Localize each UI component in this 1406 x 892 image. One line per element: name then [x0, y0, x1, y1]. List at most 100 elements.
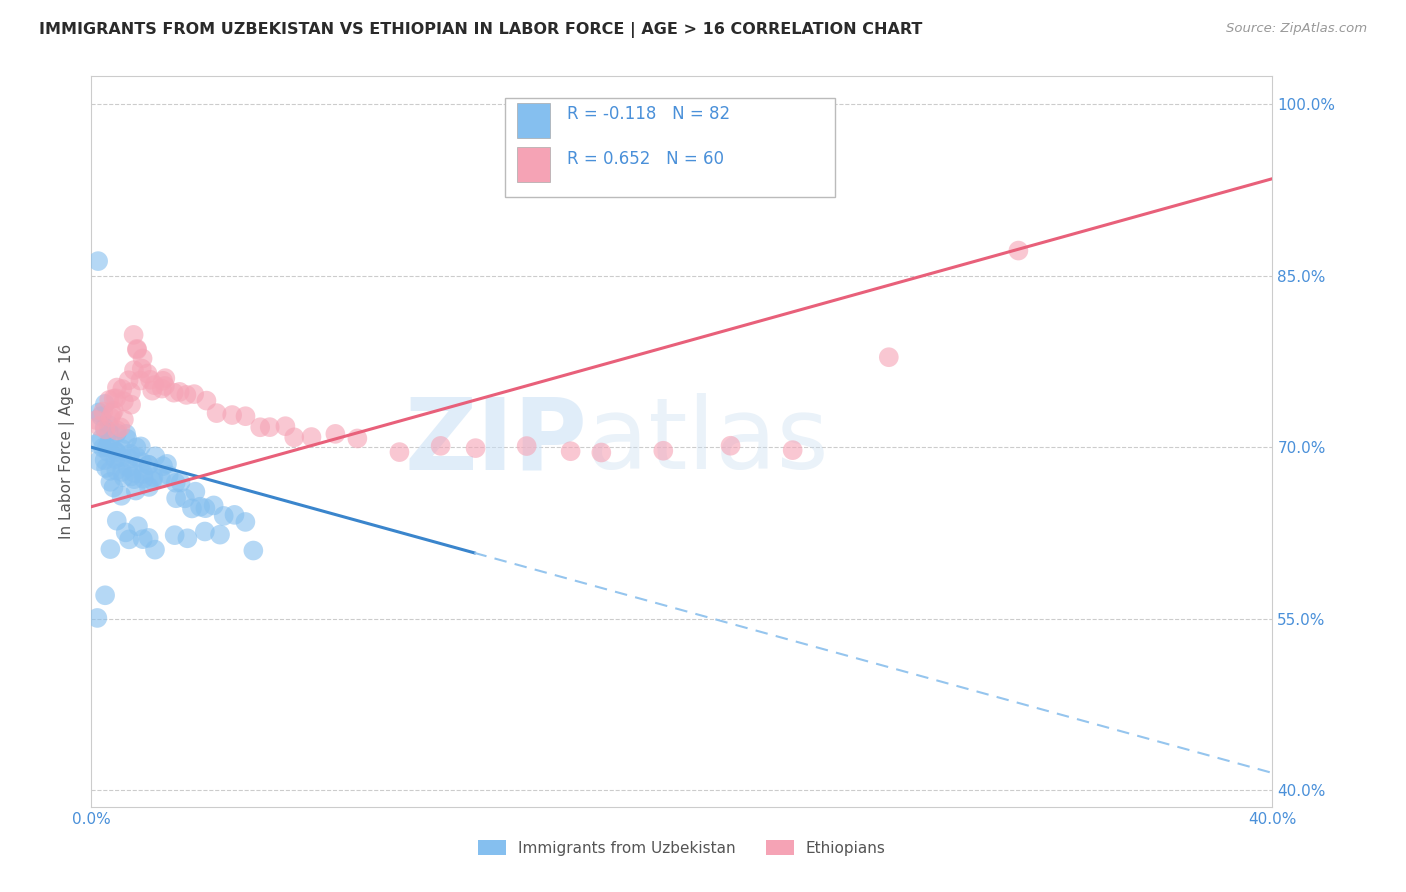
Point: [125, 342, 148, 356]
Point: [242, 543, 264, 558]
Point: [325, 426, 347, 441]
Point: [516, 439, 538, 453]
Point: [94, 588, 117, 602]
Point: [143, 378, 166, 392]
Point: [97, 445, 120, 459]
Point: [100, 475, 122, 489]
Point: [235, 515, 257, 529]
Point: [224, 508, 246, 522]
Point: [141, 474, 163, 488]
Point: [195, 393, 218, 408]
Point: [143, 542, 166, 557]
Point: [212, 508, 235, 523]
Point: [235, 409, 257, 424]
Point: [129, 374, 152, 388]
Point: [118, 451, 141, 466]
Text: ZIP: ZIP: [405, 393, 588, 490]
Point: [152, 374, 174, 388]
Point: [103, 442, 125, 456]
Point: [86, 413, 108, 427]
Point: [274, 419, 297, 434]
Point: [98, 434, 121, 449]
Point: [138, 458, 160, 472]
Point: [117, 373, 139, 387]
Point: [124, 472, 146, 486]
Point: [132, 472, 155, 486]
Point: [103, 392, 125, 406]
Point: [93, 453, 115, 467]
Point: [87, 454, 110, 468]
Point: [122, 363, 145, 377]
Point: [93, 420, 115, 434]
Point: [150, 382, 173, 396]
Text: Source: ZipAtlas.com: Source: ZipAtlas.com: [1226, 22, 1367, 36]
Point: [115, 432, 138, 446]
Point: [301, 430, 323, 444]
Point: [105, 446, 128, 460]
Point: [720, 439, 742, 453]
Point: [111, 442, 134, 456]
Point: [112, 394, 135, 409]
Legend: Immigrants from Uzbekistan, Ethiopians: Immigrants from Uzbekistan, Ethiopians: [472, 834, 891, 862]
Point: [136, 367, 159, 381]
Point: [90, 432, 112, 446]
Point: [1007, 244, 1029, 258]
Point: [105, 426, 128, 441]
FancyBboxPatch shape: [516, 103, 550, 138]
Point: [560, 444, 582, 458]
Text: R = -0.118   N = 82: R = -0.118 N = 82: [568, 105, 731, 123]
Text: IMMIGRANTS FROM UZBEKISTAN VS ETHIOPIAN IN LABOR FORCE | AGE > 16 CORRELATION CH: IMMIGRANTS FROM UZBEKISTAN VS ETHIOPIAN …: [39, 22, 922, 38]
Point: [87, 419, 110, 434]
Point: [131, 455, 153, 469]
Point: [125, 441, 148, 455]
Point: [105, 463, 128, 477]
Point: [259, 420, 281, 434]
Point: [118, 533, 141, 547]
Point: [153, 379, 176, 393]
Point: [138, 531, 160, 545]
Point: [114, 525, 136, 540]
Point: [169, 384, 191, 399]
Point: [115, 426, 138, 441]
Point: [103, 481, 125, 495]
Point: [105, 424, 128, 438]
FancyBboxPatch shape: [516, 147, 550, 182]
Point: [174, 491, 197, 506]
Text: R = 0.652   N = 60: R = 0.652 N = 60: [568, 151, 724, 169]
Point: [100, 542, 122, 557]
Point: [127, 519, 149, 533]
Point: [149, 471, 172, 485]
Point: [104, 444, 127, 458]
Point: [205, 406, 228, 420]
Point: [132, 467, 155, 481]
Point: [112, 412, 135, 426]
Point: [98, 425, 121, 440]
Point: [782, 443, 804, 458]
Point: [157, 468, 180, 483]
Point: [94, 397, 117, 411]
Point: [120, 385, 142, 400]
Point: [429, 439, 451, 453]
Point: [176, 531, 198, 545]
Text: atlas: atlas: [588, 393, 830, 490]
Point: [125, 483, 148, 498]
Point: [98, 392, 121, 407]
Point: [176, 388, 198, 402]
Point: [652, 443, 675, 458]
Point: [117, 460, 139, 475]
Point: [183, 387, 205, 401]
Point: [156, 457, 179, 471]
Point: [138, 458, 160, 472]
Point: [91, 441, 114, 455]
Point: [388, 445, 411, 459]
FancyBboxPatch shape: [505, 98, 835, 196]
Point: [94, 461, 117, 475]
Point: [122, 327, 145, 342]
Point: [142, 470, 165, 484]
Point: [184, 484, 207, 499]
Point: [104, 452, 127, 467]
Point: [100, 410, 122, 425]
Point: [221, 408, 243, 422]
Point: [125, 343, 148, 357]
Point: [181, 501, 204, 516]
